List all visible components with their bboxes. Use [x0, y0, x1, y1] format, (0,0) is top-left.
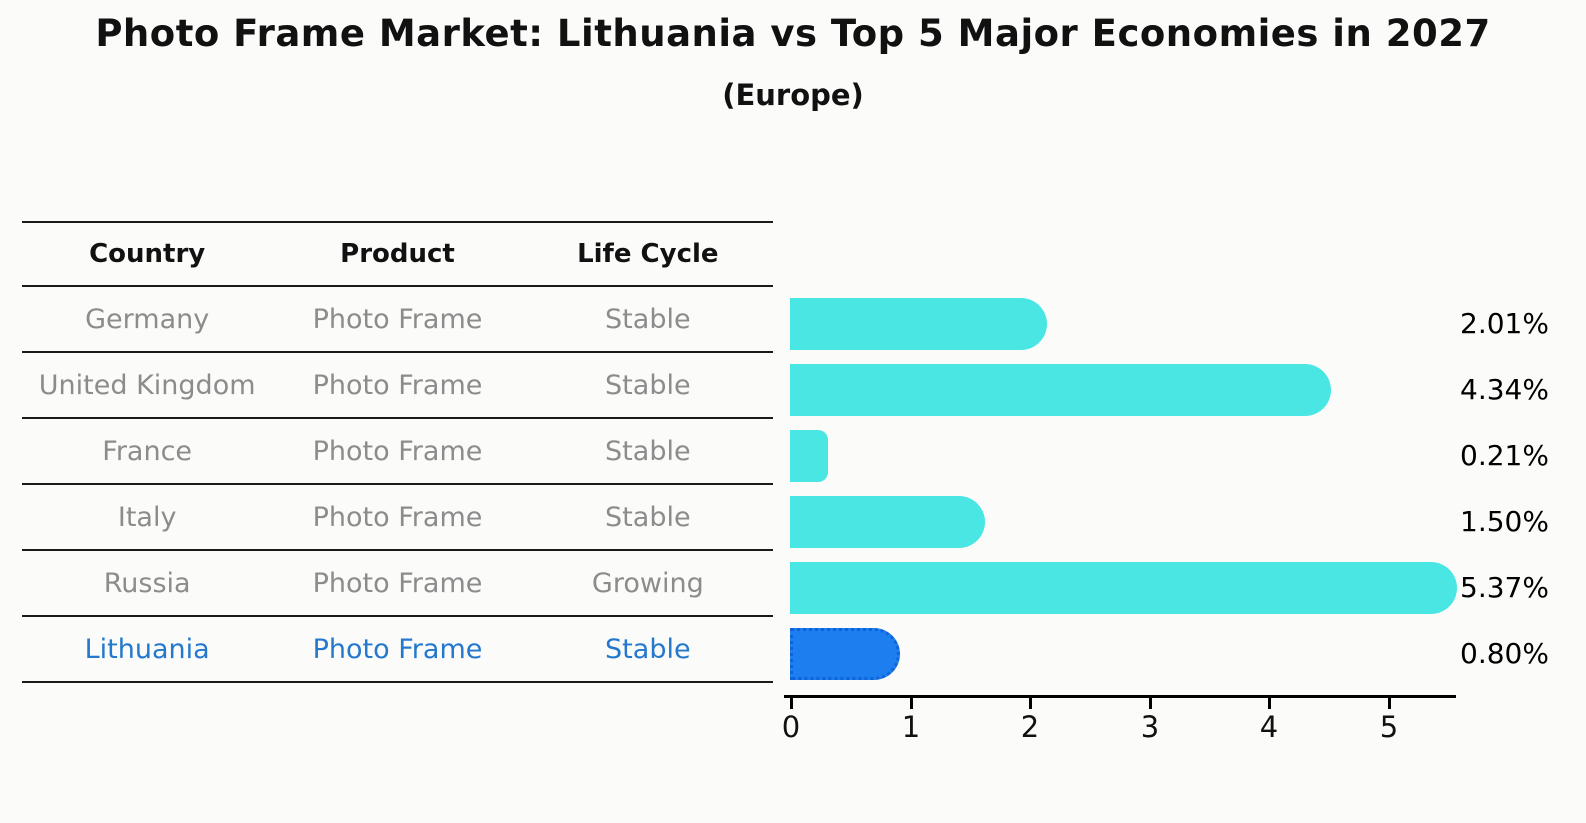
- x-tick-mark: [790, 698, 793, 709]
- bar-russia: [790, 562, 1457, 614]
- chart-title: Photo Frame Market: Lithuania vs Top 5 M…: [95, 12, 1491, 55]
- bar-united-kingdom: [790, 364, 1331, 416]
- bar-value-label: 5.37%: [1460, 571, 1549, 604]
- x-tick-label: 4: [1259, 710, 1279, 744]
- cell-country: Italy: [117, 501, 177, 533]
- cell-product: Photo Frame: [312, 435, 483, 467]
- table-row-lithuania: Lithuania Photo Frame Stable: [22, 617, 773, 683]
- table-row-france: France Photo Frame Stable: [22, 419, 773, 485]
- x-tick-mark: [910, 698, 913, 709]
- x-tick-label: 1: [901, 710, 921, 744]
- bar-value-label: 0.80%: [1460, 637, 1549, 670]
- table-row-russia: Russia Photo Frame Growing: [22, 551, 773, 617]
- x-axis-line: [784, 695, 1456, 698]
- cell-life-cycle: Stable: [605, 501, 691, 533]
- cell-life-cycle: Stable: [605, 369, 691, 401]
- bar-germany: [790, 298, 1047, 350]
- table-row-italy: Italy Photo Frame Stable: [22, 485, 773, 551]
- cell-product: Photo Frame: [312, 303, 483, 335]
- cell-product: Photo Frame: [312, 369, 483, 401]
- header-country: Country: [89, 239, 206, 269]
- cell-life-cycle: Growing: [591, 567, 704, 599]
- cell-life-cycle: Stable: [605, 303, 691, 335]
- table-body: Germany Photo Frame Stable United Kingdom Ph…: [22, 287, 773, 683]
- bar-value-label: 1.50%: [1460, 505, 1549, 538]
- table-header-row: Country Product Life Cycle: [22, 223, 773, 287]
- cell-country: Russia: [103, 567, 191, 599]
- bar-lithuania: [790, 628, 900, 680]
- country-table: Country Product Life Cycle Germany Photo …: [22, 221, 773, 683]
- bar-value-label: 2.01%: [1460, 307, 1549, 340]
- cell-country: France: [102, 435, 193, 467]
- bar-france: [790, 430, 828, 482]
- header-life-cycle: Life Cycle: [577, 239, 719, 269]
- bar-value-label: 0.21%: [1460, 439, 1549, 472]
- x-tick-label: 3: [1140, 710, 1160, 744]
- x-tick-mark: [1388, 698, 1391, 709]
- x-tick-mark: [1268, 698, 1271, 709]
- x-tick-label: 2: [1020, 710, 1040, 744]
- table-row-united-kingdom: United Kingdom Photo Frame Stable: [22, 353, 773, 419]
- cell-product: Photo Frame: [312, 633, 483, 665]
- x-tick-label: 0: [781, 710, 801, 744]
- cell-country: United Kingdom: [38, 369, 256, 401]
- header-product: Product: [340, 239, 455, 269]
- chart-subtitle: (Europe): [722, 78, 864, 112]
- bar-value-label: 4.34%: [1460, 373, 1549, 406]
- cell-product: Photo Frame: [312, 501, 483, 533]
- cell-country: Germany: [85, 303, 210, 335]
- bar-italy: [790, 496, 985, 548]
- cell-life-cycle: Stable: [605, 435, 691, 467]
- cell-product: Photo Frame: [312, 567, 483, 599]
- x-tick-mark: [1029, 698, 1032, 709]
- table-row-germany: Germany Photo Frame Stable: [22, 287, 773, 353]
- x-tick-label: 5: [1379, 710, 1399, 744]
- x-tick-mark: [1149, 698, 1152, 709]
- cell-life-cycle: Stable: [605, 633, 691, 665]
- cell-country: Lithuania: [84, 633, 210, 665]
